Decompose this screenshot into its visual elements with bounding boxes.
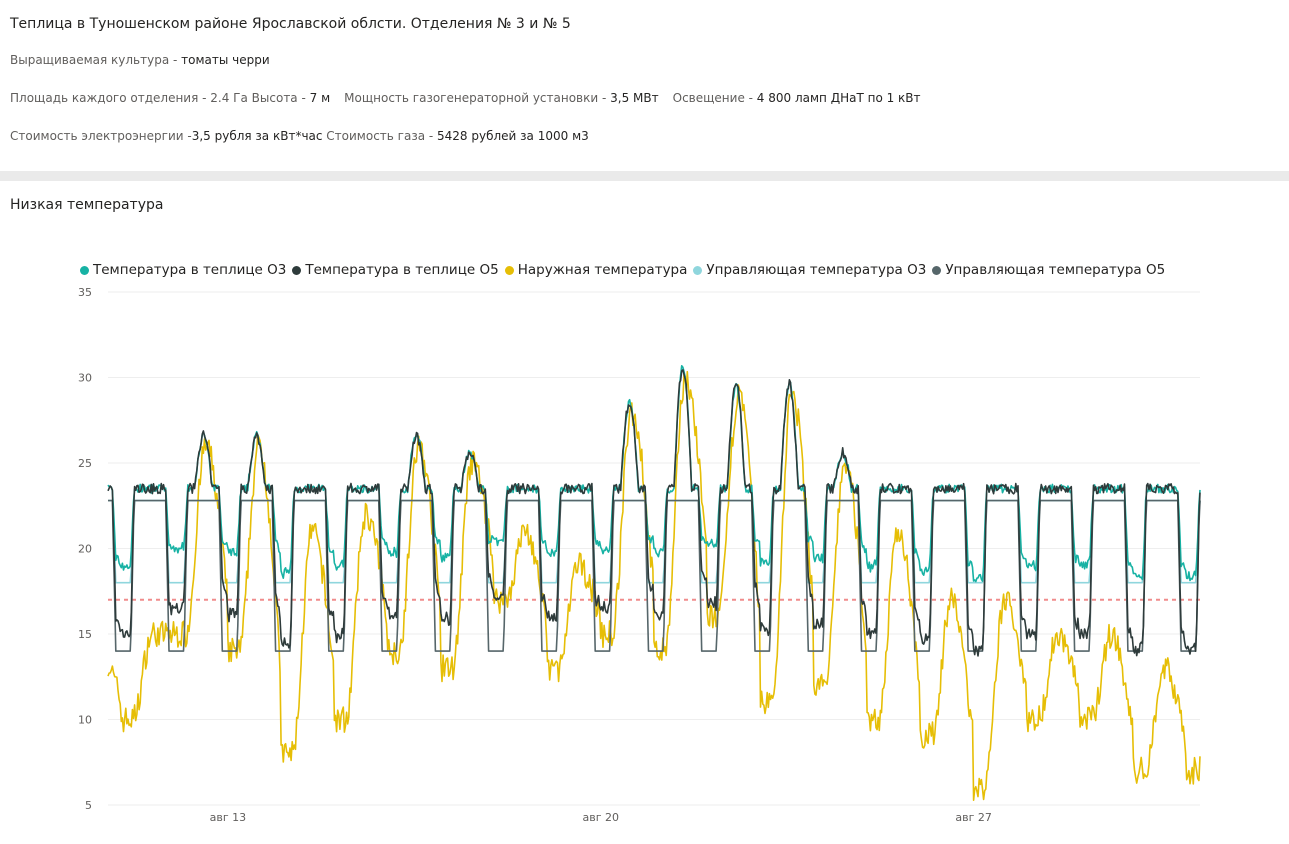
crop-line: Выращиваемая культура - томаты черри: [10, 53, 270, 67]
elec-label: Стоимость электроэнергии -: [10, 129, 192, 143]
legend-label: Управляющая температура О5: [945, 262, 1166, 278]
crop-value: томаты черри: [181, 53, 270, 67]
chart-legend: Температура в теплице О3 Температура в т…: [80, 262, 1171, 278]
gas-value: 5428 рублей за 1000 м3: [437, 129, 589, 143]
legend-dot-icon: [504, 265, 514, 275]
y-tick-label: 30: [78, 372, 92, 385]
y-tick-label: 10: [78, 714, 92, 727]
x-tick-label: авг 27: [955, 811, 992, 824]
legend-item-t-o3[interactable]: Температура в теплице О3: [80, 262, 286, 278]
cost-line: Стоимость электроэнергии -3,5 рубля за к…: [10, 129, 589, 143]
x-tick-label: авг 20: [582, 811, 619, 824]
legend-item-t-o5[interactable]: Температура в теплице О5: [292, 262, 499, 278]
power-value: 3,5 МВт: [610, 91, 659, 105]
crop-label: Выращиваемая культура -: [10, 53, 182, 67]
series-line-t-o5: [107, 369, 1201, 657]
light-value: 4 800 ламп ДНаТ по 1 кВт: [756, 91, 921, 105]
legend-item-ctrl-o5[interactable]: Управляющая температура О5: [932, 262, 1165, 278]
facility-line: Площадь каждого отделения - 2.4 Га Высот…: [10, 91, 921, 105]
chart-panel-title: Низкая температура: [10, 197, 164, 213]
area-value: 2.4 Га: [210, 91, 248, 105]
series-line-outside: [107, 370, 1201, 801]
y-tick-label: 35: [78, 286, 92, 299]
legend-dot-icon: [80, 265, 89, 275]
elec-value: 3,5 рубля за кВт*час: [191, 129, 323, 143]
area-label: Площадь каждого отделения -: [10, 91, 211, 105]
legend-item-outside[interactable]: Наружная температура: [504, 262, 688, 278]
legend-label: Температура в теплице О3: [93, 262, 287, 278]
page-title: Теплица в Туношенском районе Ярославской…: [10, 16, 571, 32]
section-divider: [0, 171, 1289, 181]
power-label: Мощность газогенераторной установки -: [344, 91, 611, 105]
y-tick-label: 25: [78, 457, 92, 470]
legend-dot-icon: [693, 265, 703, 275]
y-tick-label: 20: [78, 543, 92, 556]
info-header: Теплица в Туношенском районе Ярославской…: [0, 0, 1289, 171]
legend-label: Наружная температура: [517, 262, 688, 278]
legend-label: Температура в теплице О5: [305, 262, 499, 278]
height-label: Высота -: [247, 91, 310, 105]
height-value: 7 м: [309, 91, 331, 105]
legend-item-ctrl-o3[interactable]: Управляющая температура О3: [693, 262, 926, 278]
light-label: Освещение -: [672, 91, 757, 105]
legend-dot-icon: [932, 265, 942, 275]
legend-dot-icon: [292, 265, 302, 275]
legend-label: Управляющая температура О3: [706, 262, 927, 278]
y-tick-label: 15: [78, 628, 92, 641]
gas-label: Стоимость газа -: [322, 129, 438, 143]
y-tick-label: 5: [85, 799, 92, 812]
x-tick-label: авг 13: [210, 811, 247, 824]
